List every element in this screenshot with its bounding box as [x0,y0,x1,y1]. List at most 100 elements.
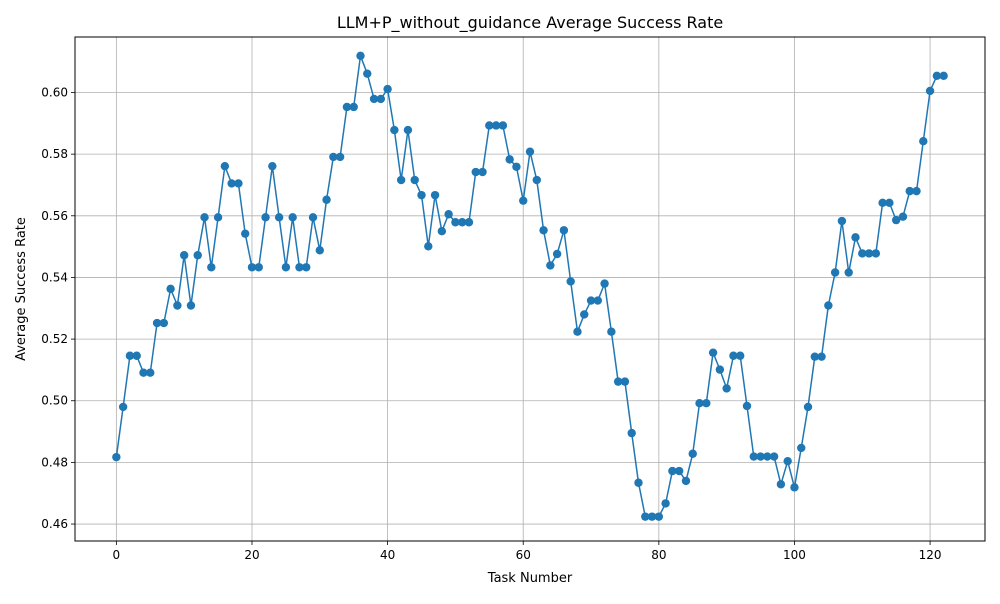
data-point [207,263,216,272]
data-point [220,161,230,171]
data-point [661,499,670,508]
data-point [356,51,365,60]
data-point [396,175,406,185]
data-point [817,352,826,361]
data-point [247,263,257,272]
data-point [742,401,752,411]
y-tick-label: 0.54 [41,270,68,284]
x-tick-label: 40 [380,548,395,562]
data-point [891,215,901,225]
x-tick-label: 120 [919,548,942,562]
data-point [146,368,155,377]
data-point [200,213,209,222]
data-point [254,263,263,272]
data-point [837,216,847,226]
data-point [369,94,379,104]
y-tick-label: 0.56 [41,209,68,223]
data-point [139,368,148,377]
data-point [647,512,657,521]
data-point [186,301,196,310]
data-point [118,402,128,412]
data-point [810,352,819,361]
data-point [681,476,691,486]
x-tick-label: 60 [516,548,531,562]
data-point [600,279,609,288]
data-point [132,351,141,360]
data-point [858,249,867,258]
data-point [797,443,806,453]
y-tick-label: 0.58 [41,147,68,161]
data-point [593,296,603,305]
x-axis: 0 20 40 60 80 100 120 [113,541,942,562]
x-axis-label: Task Number [487,571,573,586]
data-point [607,327,616,336]
data-point [559,226,569,235]
data-point [641,512,650,521]
data-point [932,71,942,81]
data-point [315,246,324,255]
data-point [112,452,121,462]
data-point [342,102,352,112]
y-axis: 0.46 0.48 0.50 0.52 0.54 0.56 0.58 0.60 [41,85,75,531]
data-point [620,377,630,386]
data-point [403,125,413,135]
data-point [830,268,840,277]
data-point [864,249,874,258]
data-point [268,161,277,171]
data-point [769,452,779,461]
chart-title: LLM+P_without_guidance Average Success R… [337,13,723,33]
data-point [580,310,589,319]
data-point [708,348,718,357]
data-point [444,210,453,219]
data-point [695,399,704,408]
data-point [166,284,175,294]
data-point [539,226,548,235]
data-point [573,327,582,336]
data-point [302,263,311,272]
y-tick-label: 0.46 [41,517,68,531]
plot-frame [74,36,986,542]
data-point [261,213,270,222]
data-point [756,452,765,461]
data-point [763,452,772,461]
data-point [227,179,236,188]
data-point [519,196,528,205]
data-point [485,121,494,130]
data-point [335,152,345,162]
data-point [702,399,711,408]
y-tick-label: 0.60 [41,85,68,99]
data-point [295,263,304,272]
data-point [424,242,433,251]
data-point [125,351,135,360]
data-point [471,167,480,177]
x-tick-label: 20 [244,548,259,562]
x-tick-label: 0 [113,548,121,562]
data-point [410,175,419,185]
data-point [376,94,386,104]
data-point [824,301,833,310]
data-point [668,466,677,476]
data-point [430,190,440,200]
data-point [234,179,243,188]
data-point [613,377,623,386]
data-point [213,213,223,222]
data-point [654,512,664,521]
data-point [715,365,725,374]
data-point [241,229,250,238]
data-point [722,384,731,393]
data-point [878,198,887,208]
data-point [173,301,182,310]
data-point [532,175,541,185]
data-point [749,452,758,461]
data-point [281,263,291,272]
data-point [193,251,202,260]
data-point [885,198,894,208]
data-point [159,318,169,328]
data-point [803,402,813,412]
data-point [349,102,358,112]
data-point [152,318,162,328]
data-point [552,249,562,259]
